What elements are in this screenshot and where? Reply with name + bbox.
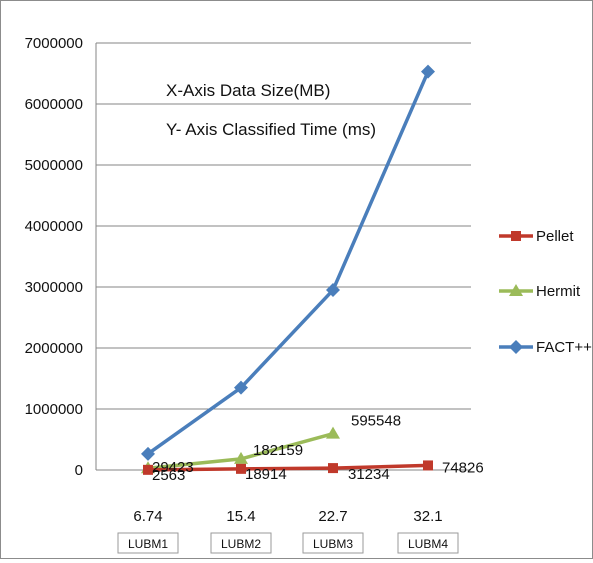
y-tick-label: 4000000 <box>25 218 83 235</box>
data-point-pellet <box>143 464 153 475</box>
data-point-hermit <box>234 451 248 464</box>
data-label-hermit: 29423 <box>152 459 194 476</box>
data-point-pellet <box>328 463 338 474</box>
x-sublabel: LUBM3 <box>313 537 353 551</box>
series-line-pellet <box>147 463 429 472</box>
x-tick-label: 6.74 <box>133 508 162 525</box>
data-point-fact <box>421 64 435 79</box>
y-tick-label: 7000000 <box>25 35 83 52</box>
legend-item-hermit: Hermit <box>499 283 581 300</box>
legend-item-pellet: Pellet <box>499 228 574 245</box>
gridlines <box>96 42 471 410</box>
axes <box>95 43 471 471</box>
series-line-fact <box>146 70 430 456</box>
legend-swatch-marker <box>511 231 521 241</box>
x-sublabel-box <box>397 532 459 554</box>
legend-label: Pellet <box>536 228 574 245</box>
data-point-fact <box>326 283 340 298</box>
x-sublabel-box <box>117 532 179 554</box>
x-sublabel: LUBM4 <box>408 537 448 551</box>
legend-label: Hermit <box>536 283 581 300</box>
legend-swatch-marker <box>509 284 523 296</box>
data-label-pellet: 2563 <box>152 467 185 484</box>
data-point-pellet <box>423 460 433 471</box>
legend: Pellet Hermit FACT++ <box>499 228 592 356</box>
x-tick-label: 15.4 <box>226 508 255 525</box>
data-label-hermit: 182159 <box>253 442 303 459</box>
x-tick-label: 32.1 <box>413 508 442 525</box>
legend-label: FACT++ <box>536 339 592 356</box>
y-tick-label: 5000000 <box>25 157 83 174</box>
y-axis-ticks: 0 1000000 2000000 3000000 4000000 5000000 6000… <box>25 35 83 479</box>
y-tick-label: 6000000 <box>25 96 83 113</box>
x-tick-label: 22.7 <box>318 508 347 525</box>
data-point-fact <box>141 446 155 461</box>
y-tick-label: 1000000 <box>25 401 83 418</box>
x-sublabel-box <box>302 532 364 554</box>
data-label-pellet: 31234 <box>348 466 390 483</box>
x-sublabel: LUBM2 <box>221 537 261 551</box>
annotation-y-axis: Y- Axis Classified Time (ms) <box>166 120 376 139</box>
legend-item-fact: FACT++ <box>499 339 592 356</box>
y-tick-label: 0 <box>75 462 83 479</box>
x-axis-categories: 6.74 LUBM1 15.4 LUBM2 22.7 LUBM3 32.1 LUBM4 <box>117 508 459 554</box>
data-point-pellet <box>236 463 246 474</box>
y-tick-label: 2000000 <box>25 340 83 357</box>
legend-swatch-marker <box>509 340 523 354</box>
data-point-fact <box>234 380 248 395</box>
y-tick-label: 3000000 <box>25 279 83 296</box>
series <box>141 64 435 475</box>
x-sublabel-box <box>210 532 272 554</box>
annotation-x-axis: X-Axis Data Size(MB) <box>166 81 330 100</box>
x-sublabel: LUBM1 <box>128 537 168 551</box>
data-label-pellet: 74826 <box>442 459 484 476</box>
data-label-pellet: 18914 <box>245 466 287 483</box>
data-labels: 2563 18914 31234 74826 29423 182159 595548 <box>152 413 484 484</box>
data-label-hermit: 595548 <box>351 413 401 430</box>
data-point-hermit <box>326 426 340 439</box>
